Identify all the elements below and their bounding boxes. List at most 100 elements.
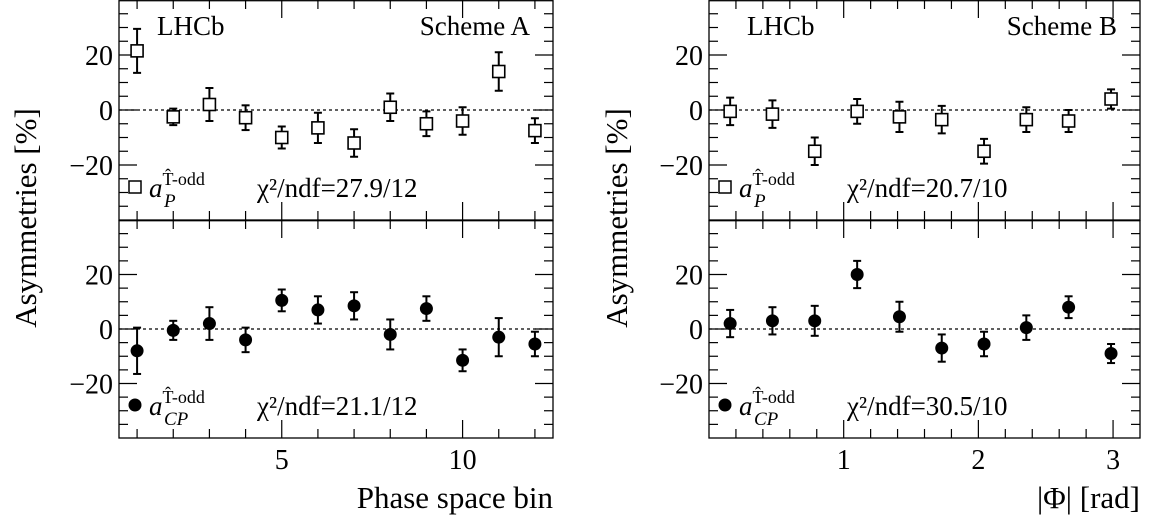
open-square-marker xyxy=(765,107,780,121)
open-square-marker xyxy=(238,110,253,125)
open-square-marker xyxy=(723,104,737,119)
open-square-marker xyxy=(202,97,217,112)
legend-series-label: aT̂-odd xyxy=(739,386,795,421)
x-tick-label: 2 xyxy=(971,445,985,476)
open-square-marker xyxy=(166,110,181,124)
y-tick-label: 20 xyxy=(85,261,113,292)
filled-circle-marker xyxy=(311,303,325,317)
data-point xyxy=(1019,314,1033,341)
open-square-marker xyxy=(1019,112,1034,127)
chi2-text: χ²/ndf=20.7/10 xyxy=(846,173,1008,203)
filled-circle-marker xyxy=(723,317,737,331)
data-point xyxy=(419,295,433,322)
data-point xyxy=(528,117,542,144)
filled-circle-marker xyxy=(492,330,506,344)
data-point xyxy=(892,100,907,133)
y-tick-label: 20 xyxy=(675,41,703,72)
filled-circle-marker xyxy=(808,314,822,328)
data-point xyxy=(491,51,506,92)
open-square-marker xyxy=(892,110,907,124)
open-square-marker xyxy=(130,44,144,58)
data-point xyxy=(934,104,949,135)
y-tick-label: 0 xyxy=(99,315,113,346)
data-point xyxy=(347,128,361,158)
open-square-marker xyxy=(934,112,949,127)
filled-circle-marker xyxy=(166,323,180,337)
legend-circle-icon xyxy=(128,398,142,412)
legend-square-icon xyxy=(718,180,732,194)
open-square-marker xyxy=(311,121,325,135)
y-tick-label: −20 xyxy=(659,151,703,182)
filled-circle-marker xyxy=(892,310,906,324)
data-point xyxy=(850,259,864,290)
data-point xyxy=(311,111,325,144)
data-point xyxy=(130,27,144,74)
legend-series-label-subscript: P xyxy=(163,191,176,212)
filled-circle-marker xyxy=(383,327,397,341)
data-point xyxy=(239,326,253,354)
filled-circle-marker xyxy=(239,333,253,347)
filled-circle-marker xyxy=(419,302,433,316)
data-point xyxy=(311,295,325,325)
y-axis-title-left: Asymmetries [%] xyxy=(8,108,43,328)
filled-circle-marker xyxy=(1019,321,1033,335)
data-point xyxy=(1062,295,1076,320)
filled-circle-marker xyxy=(456,353,470,367)
legend-series-label-subscript: CP xyxy=(164,409,189,430)
filled-circle-marker xyxy=(528,337,542,351)
experiment-label: LHCb xyxy=(747,11,815,41)
y-tick-label: 20 xyxy=(85,41,113,72)
open-square-marker xyxy=(1061,114,1076,128)
y-tick-label: −20 xyxy=(659,370,703,401)
open-square-marker xyxy=(977,144,991,159)
open-square-marker xyxy=(807,144,822,159)
open-square-marker xyxy=(850,104,864,119)
open-square-marker xyxy=(528,123,542,138)
filled-circle-marker xyxy=(765,314,779,328)
data-point xyxy=(977,137,991,165)
data-point xyxy=(383,318,397,351)
y-tick-label: 20 xyxy=(675,261,703,292)
filled-circle-marker xyxy=(1104,347,1118,361)
legend-series-label: aT̂-odd xyxy=(739,168,795,203)
legend-series-label-subscript: P xyxy=(753,191,766,212)
data-point xyxy=(130,326,144,375)
y-axis-title-right: Asymmetries [%] xyxy=(599,108,634,328)
filled-circle-marker xyxy=(1062,300,1076,314)
data-point xyxy=(202,306,216,341)
data-point xyxy=(1104,88,1118,110)
open-square-marker xyxy=(347,136,361,150)
open-square-marker xyxy=(274,130,289,145)
chi2-text: χ²/ndf=27.9/12 xyxy=(256,173,418,203)
y-tick-label: −20 xyxy=(69,151,113,182)
y-tick-label: 0 xyxy=(689,315,703,346)
experiment-label: LHCb xyxy=(157,11,225,41)
data-point xyxy=(166,319,180,341)
chi2-text: χ²/ndf=30.5/10 xyxy=(846,391,1008,421)
data-point xyxy=(1019,106,1034,133)
data-point xyxy=(202,87,217,122)
filled-circle-marker xyxy=(130,344,144,358)
x-tick-label: 3 xyxy=(1106,445,1120,476)
open-square-marker xyxy=(1104,92,1118,106)
data-point xyxy=(492,317,506,358)
open-square-marker xyxy=(383,100,398,115)
filled-circle-marker xyxy=(850,268,864,281)
y-tick-label: 0 xyxy=(99,96,113,127)
data-point xyxy=(347,291,361,321)
open-square-marker xyxy=(491,64,506,79)
filled-circle-marker xyxy=(347,299,361,313)
filled-circle-marker xyxy=(202,317,216,331)
filled-circle-marker xyxy=(977,337,991,351)
data-point xyxy=(455,106,470,136)
legend-square-icon xyxy=(128,180,142,194)
legend-circle-icon xyxy=(718,398,732,412)
y-tick-label: 0 xyxy=(689,96,703,127)
data-point xyxy=(723,308,737,339)
data-point xyxy=(419,110,434,138)
open-square-marker xyxy=(455,114,470,128)
data-point xyxy=(528,330,542,358)
